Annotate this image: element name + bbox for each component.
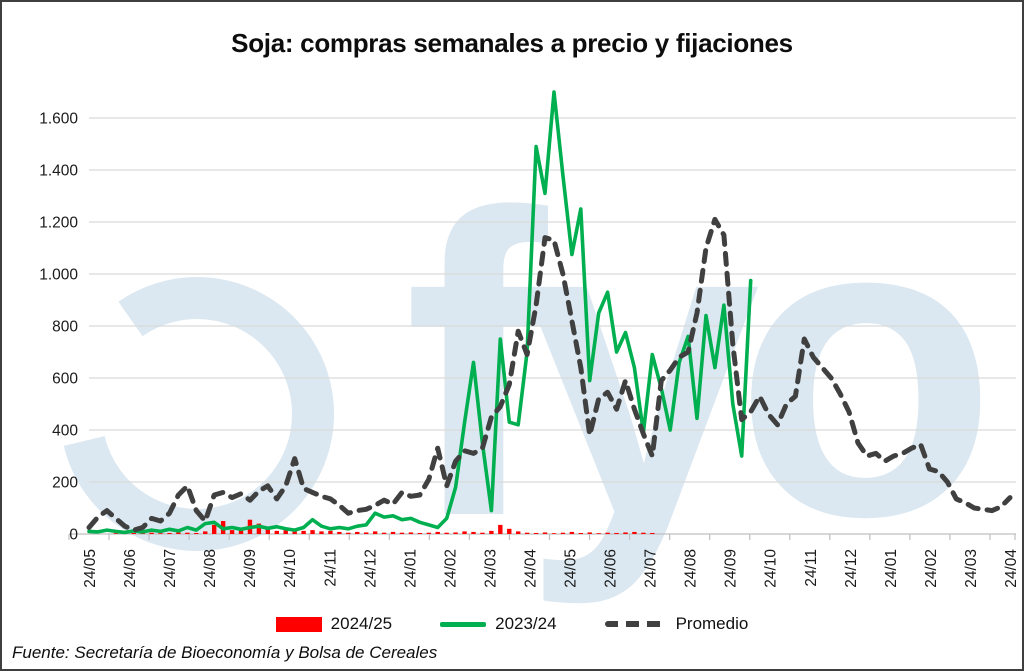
svg-text:24/09: 24/09 xyxy=(242,549,259,588)
svg-text:1.600: 1.600 xyxy=(39,111,78,128)
legend-swatch-dash-icon xyxy=(604,621,667,627)
svg-text:24/04: 24/04 xyxy=(522,549,539,588)
legend-swatch-bar-icon xyxy=(275,616,322,632)
series-2023-24 xyxy=(87,90,753,535)
svg-text:fyo: fyo xyxy=(404,126,983,608)
chart-title: Soja: compras semanales a precio y fijac… xyxy=(231,28,793,58)
x-axis-labels: 24/05 24/06 24/07 24/08 24/09 24/10 24/11 24/12… xyxy=(82,549,1020,588)
svg-text:800: 800 xyxy=(52,319,78,336)
source-note: Fuente: Secretaría de Bioeconomía y Bols… xyxy=(12,643,438,662)
svg-text:24/05: 24/05 xyxy=(563,549,580,588)
svg-text:24/01: 24/01 xyxy=(883,549,900,588)
svg-text:24/03: 24/03 xyxy=(482,549,499,588)
x-axis xyxy=(68,533,1016,540)
chart-legend: 2024/25 2023/24 Promedio xyxy=(2,609,1022,639)
svg-text:600: 600 xyxy=(52,371,78,388)
svg-text:24/08: 24/08 xyxy=(683,549,700,588)
svg-text:24/04: 24/04 xyxy=(1003,549,1020,588)
svg-text:24/06: 24/06 xyxy=(122,549,139,588)
svg-text:24/01: 24/01 xyxy=(402,549,419,588)
legend-label-2024-25: 2024/25 xyxy=(330,614,393,633)
svg-text:24/07: 24/07 xyxy=(162,549,179,588)
svg-text:24/02: 24/02 xyxy=(442,549,459,588)
legend-label-2023-24: 2023/24 xyxy=(495,614,557,633)
series-Promedio xyxy=(86,216,1013,533)
svg-text:24/06: 24/06 xyxy=(603,549,620,588)
y-axis-labels: 0 200 400 600 800 1.000 1.200 1.400 1.600 xyxy=(39,111,78,544)
svg-text:24/11: 24/11 xyxy=(803,549,820,587)
svg-text:24/05: 24/05 xyxy=(82,549,99,588)
svg-text:0: 0 xyxy=(69,527,78,544)
legend-item-2023-24: 2023/24 xyxy=(440,614,557,634)
svg-text:24/02: 24/02 xyxy=(923,549,940,588)
legend-swatch-line-icon xyxy=(440,621,487,627)
svg-text:1.000: 1.000 xyxy=(39,267,78,284)
svg-text:1.200: 1.200 xyxy=(39,215,78,232)
svg-text:24/03: 24/03 xyxy=(963,549,980,588)
svg-text:24/11: 24/11 xyxy=(322,549,339,587)
legend-label-promedio: Promedio xyxy=(675,614,749,633)
svg-text:24/10: 24/10 xyxy=(763,549,780,588)
svg-text:24/08: 24/08 xyxy=(202,549,219,588)
svg-text:24/12: 24/12 xyxy=(362,549,379,588)
legend-item-2024-25: 2024/25 xyxy=(275,614,393,634)
svg-text:24/12: 24/12 xyxy=(843,549,860,588)
svg-text:1.400: 1.400 xyxy=(39,163,78,180)
svg-text:200: 200 xyxy=(52,475,78,492)
svg-text:24/07: 24/07 xyxy=(643,549,660,588)
svg-text:24/09: 24/09 xyxy=(723,549,740,588)
gridlines xyxy=(89,117,1016,483)
legend-item-promedio: Promedio xyxy=(604,614,749,634)
svg-text:24/10: 24/10 xyxy=(282,549,299,588)
svg-text:400: 400 xyxy=(52,423,78,440)
